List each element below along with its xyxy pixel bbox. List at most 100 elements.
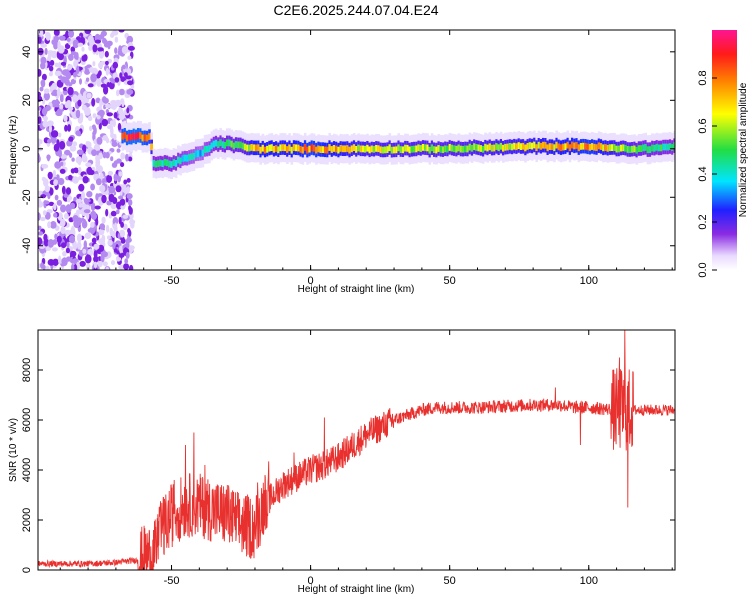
spectrum-ridge: [157, 160, 160, 167]
spectrum-ridge: [381, 146, 385, 154]
spectrum-ridge: [270, 144, 274, 151]
noise-blob: [45, 265, 50, 270]
spectrum-ridge: [566, 141, 570, 149]
spectrum-ridge: [237, 141, 240, 149]
noise-blob: [83, 209, 91, 214]
spectrum-ridge: [461, 145, 465, 153]
spectrum-ridge: [128, 133, 131, 141]
spectrum-ridge: [348, 146, 351, 154]
noise-blob: [66, 37, 71, 42]
spectrum-ridge: [317, 145, 320, 153]
spectrum-ridge: [593, 143, 596, 151]
x-tick-label: -50: [164, 275, 180, 287]
noise-blob: [99, 223, 106, 230]
spectrum-ridge: [579, 143, 583, 150]
noise-blob: [60, 154, 67, 159]
noise-blob: [42, 120, 49, 128]
spectrum-ridge: [299, 146, 303, 153]
noise-blob: [68, 53, 74, 61]
spectrum-ridge: [139, 132, 142, 139]
spectrum-ridge: [550, 143, 554, 151]
y-tick-label: 6000: [21, 408, 33, 432]
spectrum-ridge: [559, 144, 563, 152]
bottom-y-axis-label: SNR (10 * v/v): [8, 418, 19, 482]
spectrum-ridge: [488, 143, 492, 151]
spectrum-ridge: [232, 142, 236, 150]
noise-blob: [72, 176, 79, 184]
spectrum-ridge: [535, 144, 538, 151]
spectrum-ridge: [660, 144, 663, 152]
spectrum-ridge: [263, 146, 267, 154]
noise-blob: [90, 202, 96, 211]
noise-blob: [68, 106, 74, 111]
noise-blob: [76, 209, 82, 215]
noise-blob: [87, 228, 94, 233]
noise-blob: [76, 233, 82, 243]
noise-blob: [84, 68, 91, 75]
noise-blob: [98, 61, 104, 69]
spectrum-ridge: [239, 141, 242, 149]
noise-blob: [125, 251, 130, 259]
spectrum-ridge: [217, 141, 220, 148]
noise-blob: [81, 104, 87, 111]
spectrum-ridge: [519, 143, 523, 150]
spectrum-ridge: [188, 154, 191, 161]
noise-blob: [58, 255, 62, 264]
noise-blob: [68, 174, 73, 181]
noise-blob: [39, 86, 44, 92]
noise-blob: [126, 186, 130, 194]
spectrum-ridge: [473, 143, 476, 151]
noise-blob: [84, 30, 92, 35]
noise-blob: [84, 232, 92, 239]
spectrum-ridge: [272, 145, 276, 153]
spectrum-ridge: [326, 146, 329, 154]
noise-blob: [38, 231, 44, 236]
spectrum-ridge: [468, 143, 472, 151]
spectrum-ridge: [130, 133, 133, 141]
noise-blob: [85, 162, 92, 167]
noise-blob: [94, 39, 102, 44]
spectrum-ridge: [441, 146, 445, 154]
spectrum-ridge: [408, 146, 412, 154]
colorbar-tick-label: 0.4: [697, 166, 709, 181]
noise-blob: [53, 30, 60, 36]
spectrum-ridge: [370, 145, 374, 153]
noise-blob: [110, 210, 117, 217]
spectrum-ridge: [631, 145, 634, 153]
noise-blob: [105, 208, 109, 217]
spectrum-ridge: [584, 142, 587, 150]
spectrum-ridge: [435, 146, 438, 154]
noise-blob: [42, 210, 47, 216]
noise-blob: [126, 178, 131, 183]
noise-blob: [92, 113, 97, 119]
spectrum-ridge: [159, 159, 162, 167]
spectrum-ridge: [557, 143, 561, 151]
spectrum-ridge: [544, 141, 547, 149]
noise-blob: [70, 46, 76, 53]
noise-blob: [75, 156, 83, 164]
noise-blob: [119, 72, 123, 79]
noise-blob: [81, 191, 86, 201]
noise-blob: [43, 178, 49, 187]
noise-blob: [47, 259, 55, 266]
spectrum-ridge: [564, 143, 567, 151]
spectrum-ridge: [315, 146, 318, 154]
noise-blob: [44, 185, 51, 193]
noise-blob: [118, 171, 123, 177]
spectrum-ridge: [446, 145, 449, 153]
noise-blob: [86, 191, 92, 198]
spectrum-ridge: [604, 144, 607, 151]
spectrum-ridge: [479, 145, 483, 152]
noise-blob: [38, 212, 41, 221]
noise-blob: [73, 51, 78, 60]
noise-blob: [90, 221, 95, 228]
spectrum-ridge: [290, 146, 294, 154]
noise-blob: [123, 263, 130, 270]
spectrum-ridge: [537, 141, 541, 149]
noise-blob: [72, 94, 78, 103]
spectrum-ridge: [266, 145, 269, 153]
noise-blob: [61, 185, 66, 195]
spectrum-ridge: [595, 144, 598, 151]
spectrum-ridge: [219, 139, 222, 147]
spectrum-ridge: [406, 144, 409, 152]
